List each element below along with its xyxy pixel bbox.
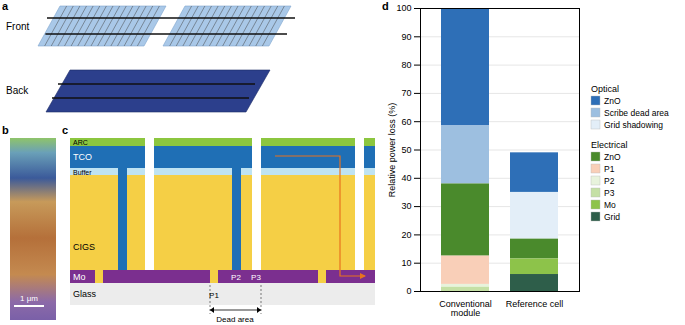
svg-text:Reference cell: Reference cell [506, 299, 564, 309]
svg-text:Grid: Grid [604, 212, 620, 222]
svg-text:P1: P1 [209, 291, 219, 300]
svg-text:1 μm: 1 μm [20, 294, 38, 303]
svg-text:ZnO: ZnO [604, 96, 621, 106]
svg-text:Buffer: Buffer [73, 169, 92, 176]
svg-text:40: 40 [401, 173, 411, 183]
svg-text:0: 0 [406, 286, 411, 296]
svg-text:P1: P1 [604, 164, 615, 174]
svg-text:10: 10 [401, 258, 411, 268]
svg-text:CIGS: CIGS [73, 242, 95, 252]
svg-text:70: 70 [401, 88, 411, 98]
svg-text:a: a [2, 0, 9, 12]
svg-text:Grid shadowing: Grid shadowing [604, 120, 663, 130]
svg-text:Mo: Mo [604, 200, 616, 210]
svg-text:Relative power loss (%): Relative power loss (%) [387, 103, 397, 198]
svg-text:30: 30 [401, 201, 411, 211]
svg-text:Mo: Mo [73, 272, 86, 282]
svg-text:Front: Front [6, 21, 30, 32]
svg-text:Dead area: Dead area [216, 315, 254, 324]
svg-text:Conventionalmodule: Conventionalmodule [439, 299, 492, 318]
svg-text:80: 80 [401, 60, 411, 70]
svg-text:d: d [382, 0, 389, 12]
svg-text:Electrical: Electrical [591, 140, 628, 150]
svg-text:P2: P2 [231, 273, 241, 282]
svg-text:P3: P3 [251, 273, 261, 282]
svg-text:Back: Back [6, 85, 29, 96]
svg-text:90: 90 [401, 32, 411, 42]
svg-text:Optical: Optical [591, 84, 619, 94]
svg-text:P3: P3 [604, 188, 615, 198]
svg-text:TCO: TCO [73, 152, 92, 162]
svg-text:Glass: Glass [73, 289, 97, 299]
svg-text:100: 100 [396, 3, 411, 13]
svg-text:50: 50 [401, 145, 411, 155]
svg-text:ARC: ARC [73, 139, 88, 146]
svg-text:ZnO: ZnO [604, 152, 621, 162]
svg-text:Scribe dead area: Scribe dead area [604, 108, 669, 118]
svg-text:P2: P2 [604, 176, 615, 186]
svg-text:20: 20 [401, 230, 411, 240]
svg-text:b: b [2, 124, 9, 136]
svg-text:60: 60 [401, 117, 411, 127]
svg-text:c: c [62, 124, 68, 136]
